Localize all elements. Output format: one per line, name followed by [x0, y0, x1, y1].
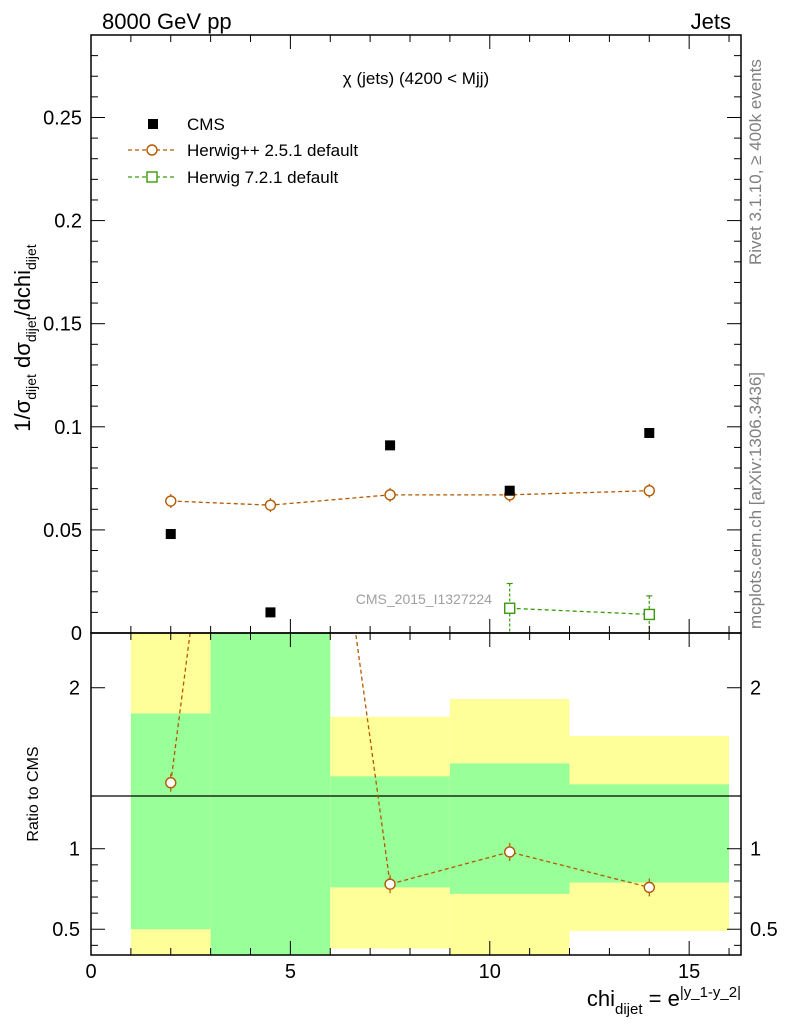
ratio-y-tick-label-left: 2 [69, 678, 80, 700]
ratio-band-inner-0 [130, 713, 211, 930]
mcplots-label: mcplots.cern.ch [arXiv:1306.3436] [746, 372, 765, 629]
rivet-label: Rivet 3.1.10, ≥ 400k events [746, 59, 765, 265]
cms-point [165, 529, 176, 540]
x-tick-label: 0 [85, 961, 96, 983]
ratio-y-tick-label-left: 0.5 [52, 919, 80, 941]
main-y-tick-label: 0.15 [43, 314, 82, 336]
legend-marker-herwig7 [146, 171, 158, 183]
main-y-tick-label: 0 [71, 623, 82, 645]
herwigpp-point [264, 499, 277, 511]
x-axis-label: chidijet = e|y_1-y_2| [587, 984, 741, 1018]
herwig7-line [509, 607, 650, 616]
ratio-herwigpp-line [170, 633, 650, 889]
ratio-y-tick-label-right: 0.5 [750, 919, 778, 941]
cms-point [385, 440, 396, 451]
ratio-y-tick-label-right: 2 [750, 678, 761, 700]
ratio-herwigpp-point [384, 878, 396, 890]
ratio-series-herwigpp [165, 633, 655, 897]
ratio-band-inner-4 [569, 784, 730, 883]
herwigpp-point [165, 495, 177, 507]
main-y-tick-label: 0.2 [54, 211, 82, 233]
main-y-tick-label: 0.25 [43, 107, 82, 129]
analysis-watermark: CMS_2015_I1327224 [356, 591, 492, 607]
header-left: 8000 GeV pp [102, 9, 232, 34]
legend: CMS Herwig++ 2.5.1 default Herwig 7.2.1 de… [128, 115, 358, 187]
ratio-herwigpp-point [165, 777, 177, 789]
legend-label: CMS [187, 115, 225, 134]
main-series [165, 427, 655, 633]
ratio-y-axis-label: Ratio to CMS [25, 746, 42, 841]
plot-title: χ (jets) (4200 < Mjj) [343, 69, 489, 88]
legend-label: Herwig 7.2.1 default [187, 168, 338, 187]
ratio-herwigpp-point [643, 881, 655, 894]
ratio-band-inner-2 [330, 776, 450, 888]
header-right: Jets [691, 9, 731, 34]
legend-marker-cms [148, 119, 158, 129]
cms-point [504, 485, 515, 496]
x-tick-label: 10 [479, 961, 501, 983]
cms-point [265, 607, 276, 618]
ratio-herwigpp-point [504, 846, 516, 858]
x-tick-label: 5 [285, 961, 296, 983]
ratio-band-inner-3 [449, 763, 570, 894]
herwig7-point [504, 602, 516, 614]
axis-tick-labels: 0 0.05 0.1 0.15 0.2 0.25 0.5 0.5 1 1 2 2 0 5 10 15 [43, 107, 778, 983]
x-tick-label: 15 [678, 961, 700, 983]
main-y-tick-label: 0.05 [43, 520, 82, 542]
ratio-uncertainty-bands [130, 633, 730, 955]
ratio-y-tick-label-left: 1 [69, 839, 80, 861]
herwig7-point [643, 608, 655, 621]
main-y-tick-label: 0.1 [54, 417, 82, 439]
main-y-axis-label: 1/σdijet dσdijet/dchidijet [10, 244, 39, 432]
ratio-plot-frame [90, 632, 742, 956]
ratio-band-inner-1 [210, 633, 331, 955]
herwigpp-line [170, 490, 650, 506]
legend-marker-herwigpp [146, 144, 158, 156]
ratio-y-tick-label-right: 1 [750, 839, 761, 861]
herwigpp-point [643, 485, 655, 497]
axis-ticks [90, 35, 741, 955]
cms-point [644, 427, 655, 438]
herwigpp-point [384, 489, 396, 501]
legend-label: Herwig++ 2.5.1 default [187, 141, 358, 160]
